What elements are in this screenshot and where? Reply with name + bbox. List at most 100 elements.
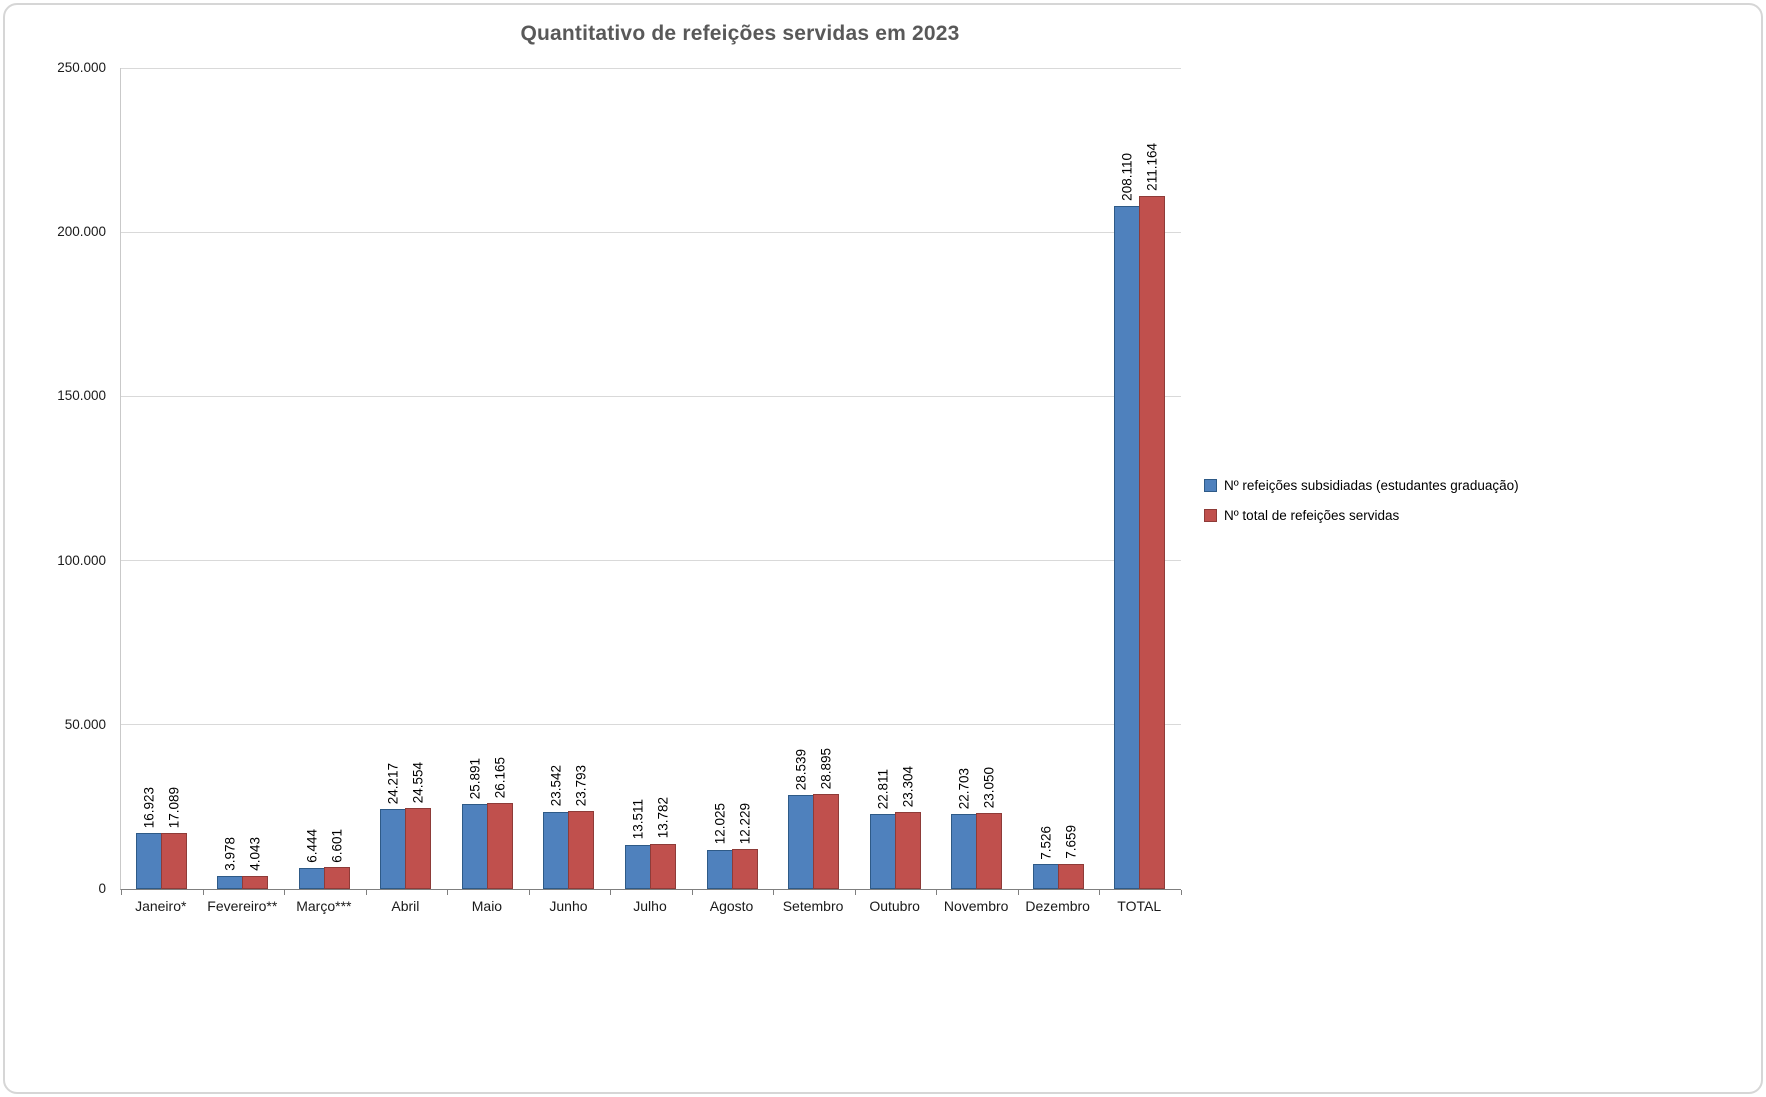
bar-series-1: 6.444 [298, 829, 325, 889]
bar-group: 22.811 23.304 [869, 766, 921, 889]
bar-series-2: 6.601 [323, 829, 350, 889]
bar-group: 25.891 26.165 [461, 757, 513, 889]
bar-value-label: 26.165 [492, 756, 508, 799]
x-axis: Janeiro* Fevereiro** Março*** Abril Maio Junh… [120, 898, 1180, 922]
x-tick-label: Outubro [869, 898, 920, 914]
gridline [121, 395, 1181, 397]
bar-series-2: 211.164 [1139, 143, 1166, 889]
bar-group: 22.703 23.050 [951, 767, 1003, 889]
bar-value-label: 28.895 [818, 747, 834, 790]
x-tick-label: Junho [549, 898, 588, 914]
x-axis-tick [365, 890, 367, 895]
x-axis-tick [1017, 890, 1019, 895]
bar-group: 23.542 23.793 [543, 765, 595, 889]
bar-value-label: 13.511 [630, 799, 646, 840]
bar-value-label: 211.164 [1144, 142, 1160, 191]
x-axis-tick [121, 890, 122, 895]
y-axis: 0 50.000 100.000 150.000 200.000 250.000 [0, 60, 106, 896]
gridline [121, 67, 1181, 69]
bar-series-2: 23.304 [894, 766, 921, 889]
bar-value-label: 25.891 [467, 757, 483, 799]
bar-value-label: 6.601 [329, 828, 345, 863]
bar-value-label: 7.659 [1062, 825, 1078, 859]
bar-group: 208.110 211.164 [1114, 143, 1166, 889]
bar-series-2: 13.782 [650, 797, 676, 889]
bar-value-label: 22.811 [874, 768, 890, 810]
bar-value-label: 3.978 [222, 837, 238, 871]
gridline [121, 724, 1181, 726]
legend-swatch-icon [1204, 509, 1217, 522]
chart-frame [3, 3, 1763, 1094]
bar-series-1: 3.978 [217, 837, 244, 889]
bar-series-1: 7.526 [1032, 826, 1059, 889]
bar-series-2: 26.165 [486, 757, 513, 889]
bar-value-label: 23.304 [899, 766, 915, 808]
x-axis-tick [773, 890, 775, 895]
bar-group: 24.217 24.554 [380, 762, 432, 889]
bar-group: 13.511 13.782 [625, 797, 676, 889]
bar-value-label: 13.782 [655, 797, 671, 839]
bar-value-label: 4.043 [247, 836, 263, 871]
x-tick-label: Dezembro [1025, 898, 1090, 914]
bar-value-label: 12.229 [736, 802, 752, 844]
bar-value-label: 208.110 [1119, 152, 1135, 201]
chart-title: Quantitativo de refeições servidas em 20… [520, 22, 960, 45]
x-axis-tick [1099, 890, 1101, 895]
bar-series-2: 28.895 [813, 748, 840, 889]
x-axis-tick [1181, 890, 1182, 895]
bar-value-label: 24.217 [385, 763, 401, 805]
bar-group: 3.978 4.043 [217, 837, 269, 889]
bar-value-label: 17.089 [166, 786, 182, 828]
bar-series-1: 24.217 [380, 763, 407, 889]
bar-series-1: 16.923 [135, 787, 162, 889]
x-axis-tick [284, 890, 286, 895]
bar-value-label: 23.793 [573, 764, 589, 806]
bar-series-2: 7.659 [1057, 825, 1084, 889]
bar-value-label: 7.526 [1037, 825, 1053, 860]
bar-series-1: 22.811 [869, 769, 896, 889]
bar-series-1: 12.025 [706, 803, 733, 889]
y-tick-label: 100.000 [57, 552, 106, 568]
x-tick-label: Novembro [943, 898, 1009, 914]
x-tick-label: Fevereiro** [207, 898, 278, 914]
x-axis-tick [528, 890, 530, 895]
bar-series-2: 12.229 [731, 803, 758, 889]
x-tick-label: Agosto [709, 898, 754, 914]
y-tick-label: 50.000 [64, 716, 106, 732]
x-axis-tick [936, 890, 938, 895]
bar-group: 7.526 7.659 [1032, 825, 1084, 889]
bar-series-2: 24.554 [405, 762, 432, 889]
bar-group: 12.025 12.229 [706, 803, 758, 889]
bar-value-label: 16.923 [141, 787, 157, 829]
bar-series-2: 17.089 [160, 787, 187, 889]
legend: Nº refeições subsidiadas (estudantes gra… [1204, 478, 1519, 523]
bar-series-1: 22.703 [951, 768, 978, 889]
bar-series-1: 208.110 [1114, 153, 1141, 889]
x-axis-tick [854, 890, 856, 895]
x-axis-tick [610, 890, 612, 895]
bar-series-2: 4.043 [242, 837, 269, 889]
y-tick-label: 150.000 [57, 388, 106, 404]
bar-value-label: 23.050 [981, 767, 997, 809]
bar-series-1: 13.511 [625, 799, 651, 889]
bar-series-1: 23.542 [543, 765, 570, 889]
y-tick-label: 200.000 [57, 224, 106, 240]
plot-area: 16.923 17.089 3.978 4.043 6.444 6.601 24.217 24… [120, 67, 1182, 895]
bar-group: 6.444 6.601 [298, 829, 350, 889]
x-axis-tick [691, 890, 693, 895]
x-tick-label: Setembro [782, 898, 844, 914]
x-tick-label: Janeiro* [135, 898, 187, 914]
legend-swatch-icon [1204, 479, 1217, 492]
bar-series-1: 25.891 [461, 758, 488, 889]
legend-label: Nº refeições subsidiadas (estudantes gra… [1224, 478, 1519, 493]
bar-value-label: 22.703 [956, 768, 972, 810]
bar-series-1: 28.539 [788, 749, 815, 889]
bar-value-label: 12.025 [711, 803, 727, 845]
x-tick-label: Março*** [296, 898, 352, 914]
legend-item: Nº total de refeições servidas [1204, 508, 1519, 523]
bar-value-label: 28.539 [793, 748, 809, 791]
bar-group: 16.923 17.089 [135, 787, 187, 889]
bar-value-label: 23.542 [548, 765, 564, 807]
y-tick-label: 250.000 [57, 60, 106, 75]
